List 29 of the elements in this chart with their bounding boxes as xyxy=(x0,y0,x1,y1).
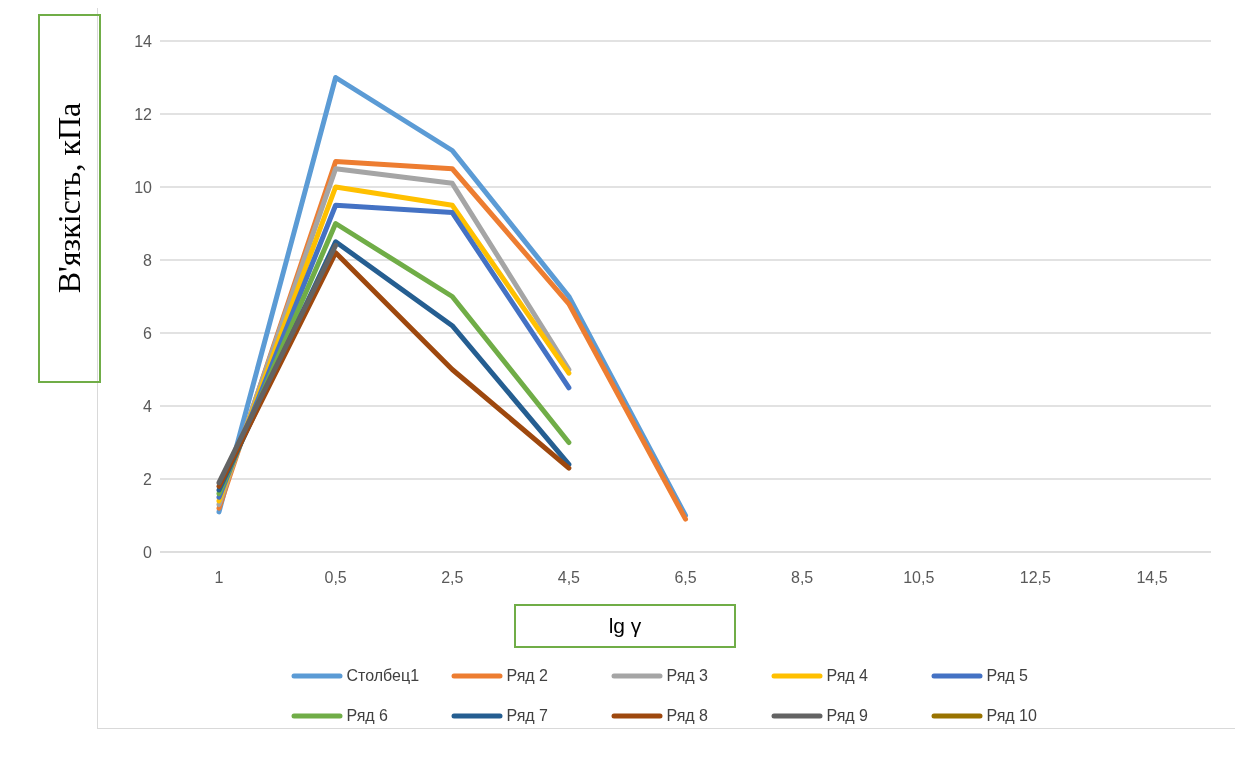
y-axis-title: В'язкість, кПа xyxy=(50,102,88,294)
y-tick-label: 12 xyxy=(134,105,153,123)
y-tick-label: 14 xyxy=(134,32,153,50)
y-tick-label: 2 xyxy=(143,470,153,488)
x-tick-label: 0,5 xyxy=(324,569,347,587)
x-tick-label: 4,5 xyxy=(557,569,581,587)
y-tick-label: 6 xyxy=(143,324,153,342)
y-tick-label: 4 xyxy=(143,397,153,415)
y-tick-label: 0 xyxy=(143,543,153,561)
legend-label: Ряд 3 xyxy=(666,667,708,685)
x-tick-label: 12,5 xyxy=(1019,569,1052,587)
legend-label: Ряд 9 xyxy=(826,707,868,725)
x-tick-label: 6,5 xyxy=(674,569,697,587)
x-tick-label: 2,5 xyxy=(441,569,464,587)
x-axis-title: lg γ xyxy=(608,614,642,638)
x-tick-label: 1 xyxy=(214,569,224,587)
legend-label: Ряд 6 xyxy=(346,707,388,725)
legend-label: Ряд 10 xyxy=(986,707,1037,725)
y-tick-label: 8 xyxy=(143,251,153,269)
legend-label: Ряд 4 xyxy=(826,667,868,685)
legend-label: Столбец1 xyxy=(346,667,420,685)
x-tick-label: 14,5 xyxy=(1136,569,1168,587)
legend-label: Ряд 2 xyxy=(506,667,548,685)
legend-label: Ряд 5 xyxy=(986,667,1028,685)
legend-label: Ряд 7 xyxy=(506,707,548,725)
x-tick-label: 10,5 xyxy=(903,569,935,587)
legend-label: Ряд 8 xyxy=(666,707,708,725)
x-tick-label: 8,5 xyxy=(791,569,814,587)
y-tick-label: 10 xyxy=(134,178,153,196)
